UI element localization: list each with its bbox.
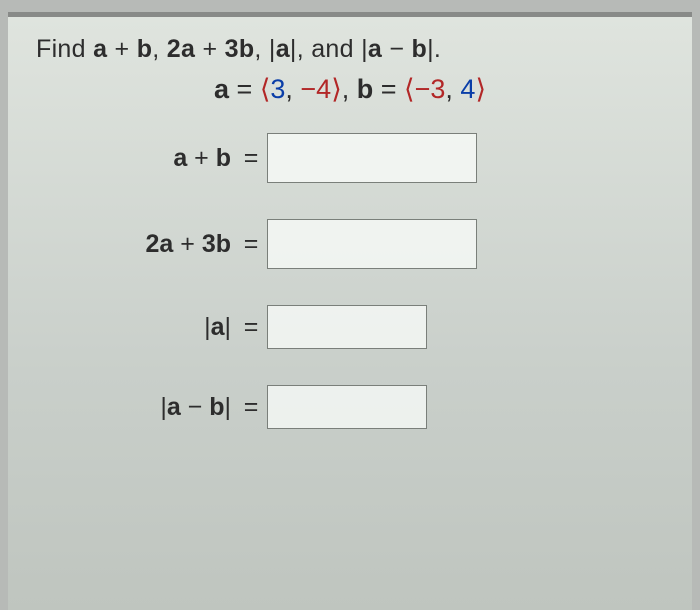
lhs-b: b [216,144,231,172]
angle-bracket-right: ⟩ [331,74,342,104]
abs-bar: | [225,313,232,341]
label-abs-a: |a| [36,313,235,342]
expr-3b: 3b [225,35,255,63]
abs-bar: | [225,393,232,421]
equals-sign: = [235,230,267,259]
vector-definitions: a = ⟨3, −4⟩, b = ⟨−3, 4⟩ [36,74,664,105]
expr-b: b [137,35,153,63]
abs-bar: | [269,35,276,63]
row-abs-a-minus-b: |a − b| = [36,385,664,429]
abs-bar: | [290,35,297,63]
separator: , [152,35,167,63]
lhs-a: a [167,393,181,421]
label-abs-a-minus-b: |a − b| [36,393,235,422]
abs-bar: | [427,35,434,63]
lhs-2a: 2a [146,230,174,258]
vec-b-y: 4 [460,74,475,104]
angle-bracket-left: ⟨ [260,74,271,104]
expr-a: a [368,35,382,63]
lhs-a: a [173,144,187,172]
vec-a-label: a [214,74,229,104]
equals-sign: = [235,144,267,173]
lhs-plus: + [187,144,216,172]
input-a-plus-b[interactable] [267,133,477,183]
vec-a-y: −4 [300,74,331,104]
prompt-line: Find a + b, 2a + 3b, |a|, and |a − b|. [36,35,664,64]
expr-minus: − [382,35,411,63]
input-abs-a-minus-b[interactable] [267,385,427,429]
expr-2a: 2a [167,35,195,63]
equals-sign: = [235,393,267,422]
angle-bracket-left: ⟨ [404,74,415,104]
input-abs-a[interactable] [267,305,427,349]
vec-separator: , [342,74,357,104]
expr-a: a [93,35,107,63]
lhs-3b: 3b [202,230,231,258]
angle-bracket-right: ⟩ [475,74,486,104]
abs-bar: | [361,35,368,63]
row-abs-a: |a| = [36,305,664,349]
row-a-plus-b: a + b = [36,133,664,183]
label-a-plus-b: a + b [36,144,235,173]
prompt-lead: Find [36,35,93,63]
vec-a-x: 3 [270,74,285,104]
period: . [434,35,441,63]
label-2a-plus-3b: 2a + 3b [36,230,235,259]
worksheet-panel: Find a + b, 2a + 3b, |a|, and |a − b|. a… [8,12,692,610]
expr-plus: + [107,35,136,63]
equals: = [373,74,404,104]
equals: = [229,74,260,104]
expr-a: a [276,35,290,63]
separator: , and [297,35,361,63]
equals-sign: = [235,313,267,342]
lhs-a: a [211,313,225,341]
vec-b-label: b [357,74,374,104]
lhs-minus: − [181,393,210,421]
lhs-b: b [209,393,224,421]
separator: , [254,35,269,63]
answer-rows: a + b = 2a + 3b = |a| = |a − b| = [36,133,664,429]
expr-plus: + [195,35,224,63]
comma: , [445,74,460,104]
vec-b-x: −3 [415,74,446,104]
row-2a-plus-3b: 2a + 3b = [36,219,664,269]
expr-b: b [412,35,428,63]
lhs-plus: + [173,230,202,258]
input-2a-plus-3b[interactable] [267,219,477,269]
comma: , [285,74,300,104]
